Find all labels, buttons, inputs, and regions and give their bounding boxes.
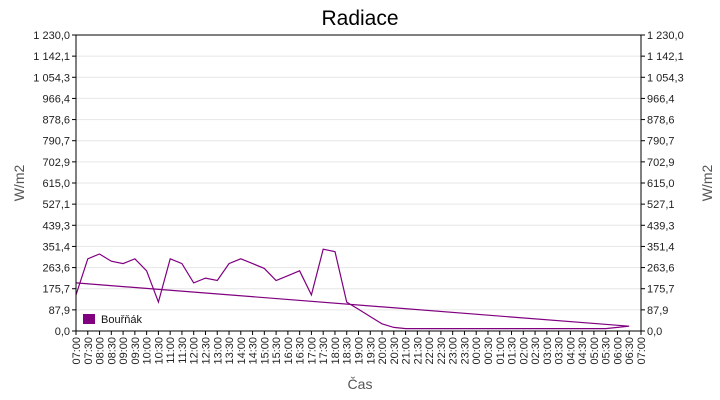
x-tick-label: 11:00 (165, 337, 177, 364)
y-tick-label-right: 966,4 (647, 93, 675, 105)
x-tick-label: 17:30 (318, 337, 330, 365)
y-tick-label-left: 615,0 (42, 178, 70, 190)
x-tick-label: 03:30 (554, 337, 566, 365)
x-tick-label: 03:00 (542, 337, 554, 365)
x-tick-label: 00:30 (483, 337, 495, 365)
chart-title: Radiace (321, 7, 398, 30)
x-tick-label: 23:30 (459, 337, 471, 365)
y-tick-label-right: 790,7 (647, 136, 675, 148)
x-tick-label: 12:00 (189, 337, 201, 365)
x-tick-label: 13:00 (212, 337, 224, 365)
y-axis-label-left: W/m2 (11, 165, 27, 202)
x-tick-label: 18:00 (330, 337, 342, 365)
y-tick-label-left: 966,4 (42, 93, 70, 105)
x-tick-label: 22:30 (436, 337, 448, 365)
series-line (75, 248, 630, 330)
x-tick-label: 08:00 (95, 337, 107, 365)
x-tick-label: 10:30 (153, 337, 165, 365)
x-tick-label: 21:30 (412, 337, 424, 365)
x-tick-label: 21:00 (401, 337, 413, 365)
x-tick-label: 09:00 (118, 337, 130, 365)
y-tick-label-right: 1 230,0 (647, 30, 684, 42)
y-tick-label-left: 175,7 (42, 284, 70, 296)
x-tick-label: 11:30 (177, 337, 189, 364)
legend: Bouřňák (83, 314, 142, 326)
x-tick-label: 07:00 (636, 337, 648, 365)
x-tick-label: 12:30 (200, 337, 212, 365)
x-tick-label: 23:00 (448, 337, 460, 365)
x-tick-label: 16:00 (283, 337, 295, 365)
x-tick-label: 04:00 (565, 337, 577, 365)
y-tick-label-left: 87,9 (49, 305, 70, 317)
x-tick-label: 08:30 (106, 337, 118, 365)
x-tick-label: 20:00 (377, 337, 389, 365)
x-tick-label: 18:30 (342, 337, 354, 365)
x-tick-label: 15:00 (259, 337, 271, 365)
y-tick-label-left: 1 054,3 (33, 72, 70, 84)
y-tick-label-right: 263,6 (647, 263, 675, 275)
y-tick-label-right: 702,9 (647, 157, 675, 169)
y-axis-label-right: W/m2 (699, 165, 715, 202)
y-tick-label-left: 439,3 (42, 220, 70, 232)
x-tick-label: 07:30 (83, 337, 95, 365)
x-tick-label: 07:00 (71, 337, 83, 365)
x-tick-label: 02:00 (518, 337, 530, 365)
x-tick-label: 00:00 (471, 337, 483, 365)
y-tick-label-left: 878,6 (42, 115, 70, 127)
y-tick-label-left: 0,0 (55, 326, 70, 338)
x-tick-label: 10:00 (142, 337, 154, 365)
y-tick-label-right: 351,4 (647, 241, 675, 253)
y-tick-label-left: 1 230,0 (33, 30, 70, 42)
y-tick-label-right: 439,3 (647, 220, 675, 232)
series-line-group (75, 248, 630, 330)
x-tick-label: 02:30 (530, 337, 542, 365)
x-tick-label: 14:30 (248, 337, 260, 365)
x-tick-label: 13:30 (224, 337, 236, 365)
legend-swatch (83, 314, 95, 324)
y-tick-label-right: 87,9 (647, 305, 668, 317)
x-tick-label: 04:30 (577, 337, 589, 365)
x-tick-label: 01:30 (507, 337, 519, 365)
y-grid (76, 55, 641, 311)
y-tick-label-left: 263,6 (42, 263, 70, 275)
y-tick-label-left: 790,7 (42, 136, 70, 148)
x-tick-label: 01:00 (495, 337, 507, 365)
y-tick-label-right: 1 142,1 (647, 51, 684, 63)
x-tick-label: 16:30 (295, 337, 307, 365)
x-tick-label: 19:00 (354, 337, 366, 365)
x-tick-label: 14:00 (236, 337, 248, 365)
y-tick-label-right: 878,6 (647, 115, 675, 127)
x-tick-label: 22:00 (424, 337, 436, 365)
x-tick-label: 20:30 (389, 337, 401, 365)
x-tick-label: 06:00 (612, 337, 624, 365)
y-tick-label-right: 615,0 (647, 178, 675, 190)
y-ticks-right: 0,0 87,9 175,7 263,6 351,4 439,3 527,1 615,0 702… (641, 30, 684, 338)
x-tick-label: 05:30 (601, 337, 613, 365)
y-tick-label-right: 175,7 (647, 284, 675, 296)
y-tick-label-right: 0,0 (647, 326, 662, 338)
y-ticks-left: 0,0 87,9 175,7 263,6 351,4 439,3 527,1 615,0 702… (33, 30, 76, 338)
y-tick-label-left: 527,1 (42, 199, 70, 211)
x-tick-label: 06:30 (624, 337, 636, 365)
x-tick-label: 09:30 (130, 337, 142, 365)
x-ticks: 07:00 07:30 08:00 08:30 09:00 09:30 10:00 10:30… (71, 331, 648, 365)
x-tick-label: 17:00 (306, 337, 318, 365)
y-tick-label-left: 1 142,1 (33, 51, 70, 63)
x-tick-label: 19:30 (365, 337, 377, 365)
y-tick-label-left: 351,4 (42, 241, 70, 253)
x-tick-label: 15:30 (271, 337, 283, 365)
y-tick-label-right: 527,1 (647, 199, 675, 211)
legend-label: Bouřňák (101, 314, 142, 326)
x-axis-label: Čas (348, 376, 373, 392)
y-tick-label-left: 702,9 (42, 157, 70, 169)
y-tick-label-right: 1 054,3 (647, 72, 684, 84)
x-tick-label: 05:00 (589, 337, 601, 365)
